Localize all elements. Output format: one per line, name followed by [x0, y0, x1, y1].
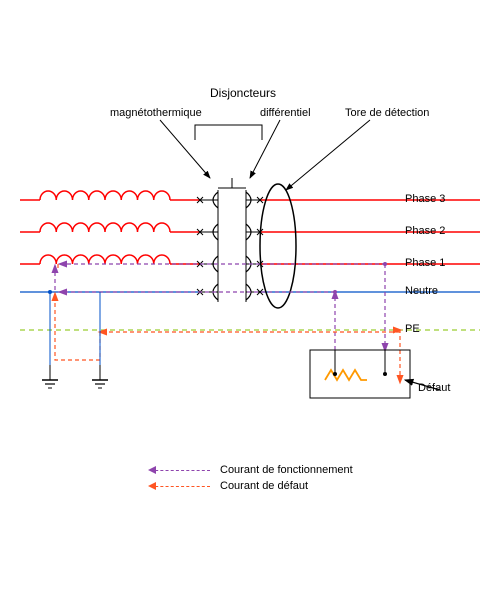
label-tore: Tore de détection [345, 107, 429, 119]
legend-arrow-fct [150, 465, 210, 475]
label-differentiel: différentiel [260, 107, 311, 119]
label-defaut: Défaut [418, 382, 450, 394]
legend-def: Courant de défaut [150, 480, 353, 492]
label-neutre: Neutre [405, 285, 438, 297]
legend: Courant de fonctionnement Courant de déf… [150, 460, 353, 496]
legend-def-label: Courant de défaut [220, 480, 308, 492]
legend-arrow-def [150, 481, 210, 491]
label-pe: PE [405, 323, 420, 335]
legend-fct-label: Courant de fonctionnement [220, 464, 353, 476]
diagram-root: { "background_color": "#ffffff", "labels… [0, 0, 500, 600]
label-phase1: Phase 1 [405, 257, 445, 269]
label-disjoncteurs: Disjoncteurs [210, 86, 276, 100]
label-phase3: Phase 3 [405, 193, 445, 205]
label-magnetothermique: magnétothermique [110, 107, 202, 119]
label-phase2: Phase 2 [405, 225, 445, 237]
legend-fct: Courant de fonctionnement [150, 464, 353, 476]
